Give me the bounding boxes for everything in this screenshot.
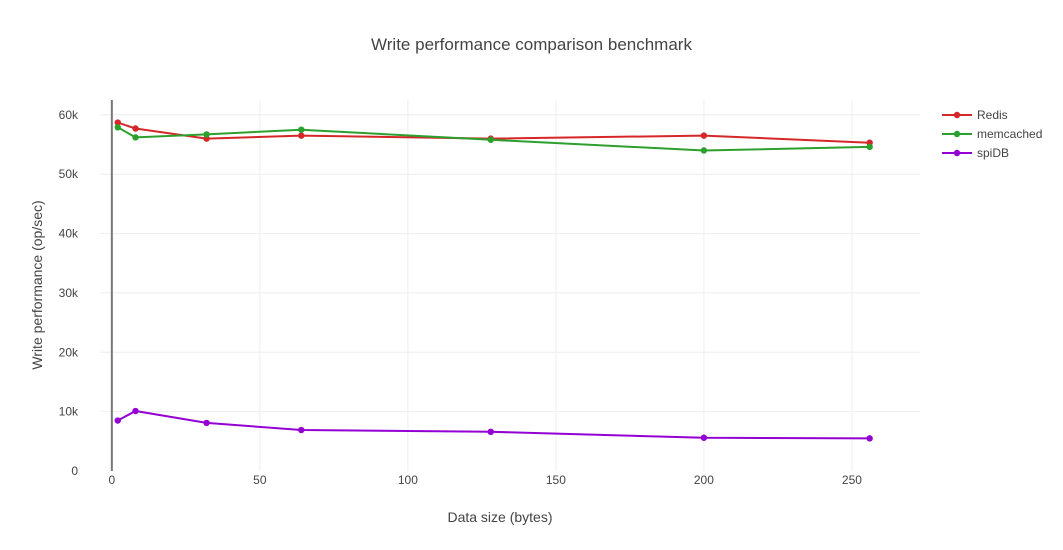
y-tick-label: 10k bbox=[59, 405, 79, 419]
x-tick-label: 200 bbox=[694, 473, 714, 487]
x-tick-label: 150 bbox=[546, 473, 566, 487]
data-point bbox=[298, 426, 305, 434]
series-spidb bbox=[114, 407, 873, 442]
legend-label: memcached bbox=[977, 127, 1042, 141]
x-tick-label: 250 bbox=[842, 473, 862, 487]
chart-title: Write performance comparison benchmark bbox=[371, 35, 692, 54]
legend-item-redis[interactable]: Redis bbox=[942, 108, 1008, 122]
legend-swatch-marker bbox=[953, 111, 961, 119]
legend-item-memcached[interactable]: memcached bbox=[942, 127, 1042, 141]
data-point bbox=[700, 147, 708, 154]
x-tick-label: 50 bbox=[253, 473, 267, 487]
data-point bbox=[114, 417, 121, 424]
y-tick-label: 60k bbox=[59, 108, 79, 122]
data-point bbox=[866, 143, 873, 151]
x-tick-label: 100 bbox=[398, 473, 418, 487]
data-point bbox=[203, 419, 210, 427]
legend-item-spidb[interactable]: spiDB bbox=[942, 146, 1009, 160]
data-point bbox=[114, 119, 121, 126]
y-tick-label: 30k bbox=[59, 286, 79, 300]
x-tick-label: 0 bbox=[108, 473, 115, 487]
series-memcached bbox=[114, 124, 873, 154]
data-point bbox=[866, 435, 873, 442]
data-point bbox=[114, 124, 121, 131]
data-point bbox=[700, 434, 708, 441]
legend-label: spiDB bbox=[977, 146, 1009, 160]
y-axis-title: Write performance (op/sec) bbox=[29, 200, 45, 369]
data-point bbox=[132, 134, 139, 141]
y-tick-label: 50k bbox=[59, 167, 79, 181]
x-axis-title: Data size (bytes) bbox=[447, 509, 552, 525]
series-line-spidb bbox=[117, 410, 870, 440]
data-point bbox=[132, 407, 139, 415]
y-tick-label: 20k bbox=[59, 345, 79, 359]
y-tick-label: 40k bbox=[59, 227, 79, 241]
plot-area bbox=[114, 119, 873, 442]
y-tick-label: 0 bbox=[71, 464, 78, 478]
data-point bbox=[298, 132, 305, 139]
data-point bbox=[700, 132, 708, 139]
data-point bbox=[203, 131, 210, 138]
axis-ticks: 0 50 100 150 200 250 0 10k 20k 30k 40k 50k 60k bbox=[59, 108, 863, 487]
legend-swatch-marker bbox=[953, 149, 961, 157]
data-point bbox=[487, 428, 494, 436]
legend-swatch-marker bbox=[953, 130, 961, 138]
grid bbox=[100, 100, 920, 471]
data-point bbox=[487, 136, 494, 143]
data-point bbox=[298, 126, 305, 133]
legend-label: Redis bbox=[977, 108, 1008, 122]
data-point bbox=[132, 125, 139, 132]
legend[interactable]: Redis memcached spiDB bbox=[942, 108, 1042, 160]
